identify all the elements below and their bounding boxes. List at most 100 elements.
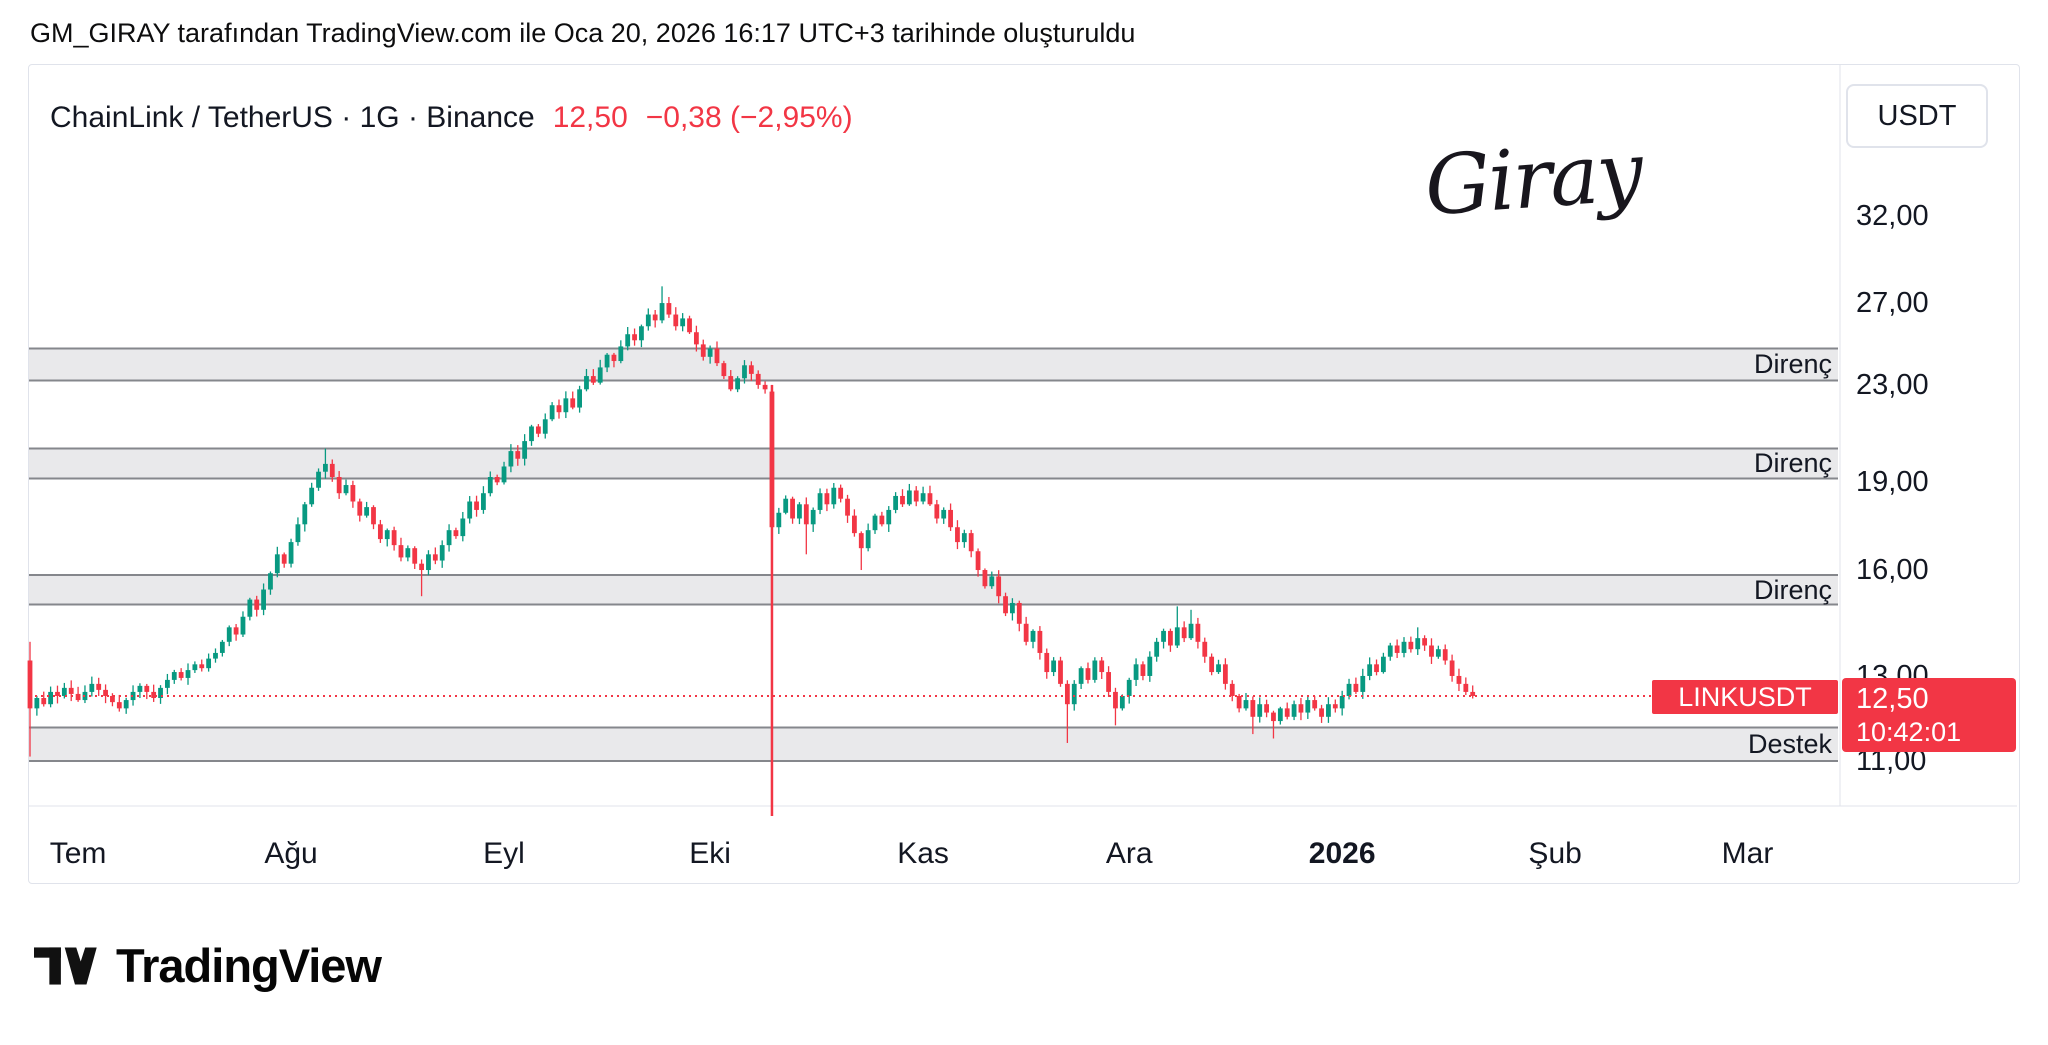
candle-body (1174, 627, 1180, 646)
candle-body (501, 466, 507, 483)
candle-body (1463, 683, 1469, 692)
candle-body (1195, 623, 1201, 642)
candle-body (776, 512, 782, 528)
candle-body (1229, 683, 1235, 696)
candle-body (419, 563, 424, 571)
candle-body (144, 685, 150, 692)
tradingview-link[interactable]: TradingView (34, 938, 382, 993)
candle-body (1298, 704, 1304, 713)
candle-body (817, 493, 823, 510)
candle-body (1037, 630, 1043, 653)
candle-body (941, 509, 947, 519)
candle-body (467, 501, 473, 519)
candle-body (89, 683, 95, 692)
candle-body (41, 698, 47, 705)
candle-body (1058, 660, 1063, 684)
candle-body (391, 530, 397, 546)
tradingview-wordmark[interactable]: TradingView (116, 939, 382, 992)
candle-body (61, 687, 67, 696)
candle-body (439, 545, 445, 561)
candle-body (158, 687, 163, 699)
candle-body (659, 303, 665, 321)
candle-body (1277, 708, 1283, 722)
candle-body (590, 376, 596, 383)
candle-body (673, 314, 679, 327)
candle-body (852, 515, 857, 534)
candle-body (556, 405, 562, 413)
candle-body (955, 527, 960, 543)
candle-body (274, 554, 280, 574)
candle-body (1312, 700, 1318, 709)
candle-body (1339, 695, 1345, 709)
candle-body (645, 314, 651, 327)
candle-body (302, 504, 308, 525)
candle-body (68, 687, 74, 694)
tradingview-logo-icon[interactable] (34, 944, 98, 988)
candle-body (1435, 649, 1441, 657)
candle-body (171, 672, 177, 680)
candle-body (1154, 641, 1160, 657)
candle-body (803, 504, 809, 525)
candle-body (790, 498, 795, 519)
candle-body (1003, 596, 1008, 614)
candle-body (900, 495, 905, 505)
candle-body (199, 664, 205, 669)
candle-body (432, 554, 438, 561)
candle-body (261, 589, 266, 610)
candle-body (1456, 675, 1462, 684)
candle-body (1380, 656, 1386, 673)
candle-body (1071, 683, 1077, 705)
price-zone (29, 574, 1838, 605)
candle-body (1374, 664, 1379, 673)
candle-body (1140, 664, 1146, 676)
candle-body (1133, 664, 1139, 680)
candle-body (707, 348, 713, 357)
candle-body (996, 576, 1002, 597)
candle-body (982, 570, 988, 587)
candle-body (1401, 641, 1407, 653)
candle-body (1422, 638, 1428, 646)
candle-body (165, 679, 170, 688)
candle-body (563, 398, 569, 413)
candle-body (1126, 679, 1132, 696)
candle-body (1147, 656, 1153, 676)
candle-body (1387, 645, 1393, 657)
candle-body (1085, 668, 1091, 680)
candle-body (1099, 660, 1105, 673)
candle-body (213, 652, 218, 659)
candle-body (1030, 630, 1036, 642)
candle-body (1264, 704, 1269, 713)
candle-body (48, 691, 54, 705)
candle-body (529, 426, 534, 442)
candle-body (288, 542, 294, 564)
candle-body (240, 616, 246, 635)
candle-body (549, 405, 555, 420)
candle-body (494, 477, 500, 483)
candle-body (584, 376, 589, 390)
candle-body (1326, 704, 1331, 717)
candle-body (1367, 664, 1373, 676)
candle-body (1216, 664, 1221, 673)
candle-body (350, 485, 356, 502)
candle-body (742, 365, 747, 379)
candle-body (1332, 704, 1338, 709)
candle-body (1202, 641, 1208, 657)
candle-body (906, 490, 912, 505)
candle-body (206, 658, 212, 669)
candle-body (797, 504, 802, 519)
candle-body (426, 554, 431, 571)
candle-body (735, 378, 741, 390)
candle-body (316, 471, 321, 488)
candle-body (570, 398, 576, 408)
candle-body (151, 691, 157, 699)
candle-body (961, 533, 967, 543)
candle-body (412, 548, 418, 564)
candle-body (110, 695, 115, 703)
candle-body (1051, 660, 1057, 673)
candle-body (247, 599, 253, 617)
candle-body (1064, 683, 1070, 705)
candle-body (1243, 700, 1249, 709)
candle-body (1470, 691, 1476, 696)
candle-body (1078, 668, 1084, 684)
